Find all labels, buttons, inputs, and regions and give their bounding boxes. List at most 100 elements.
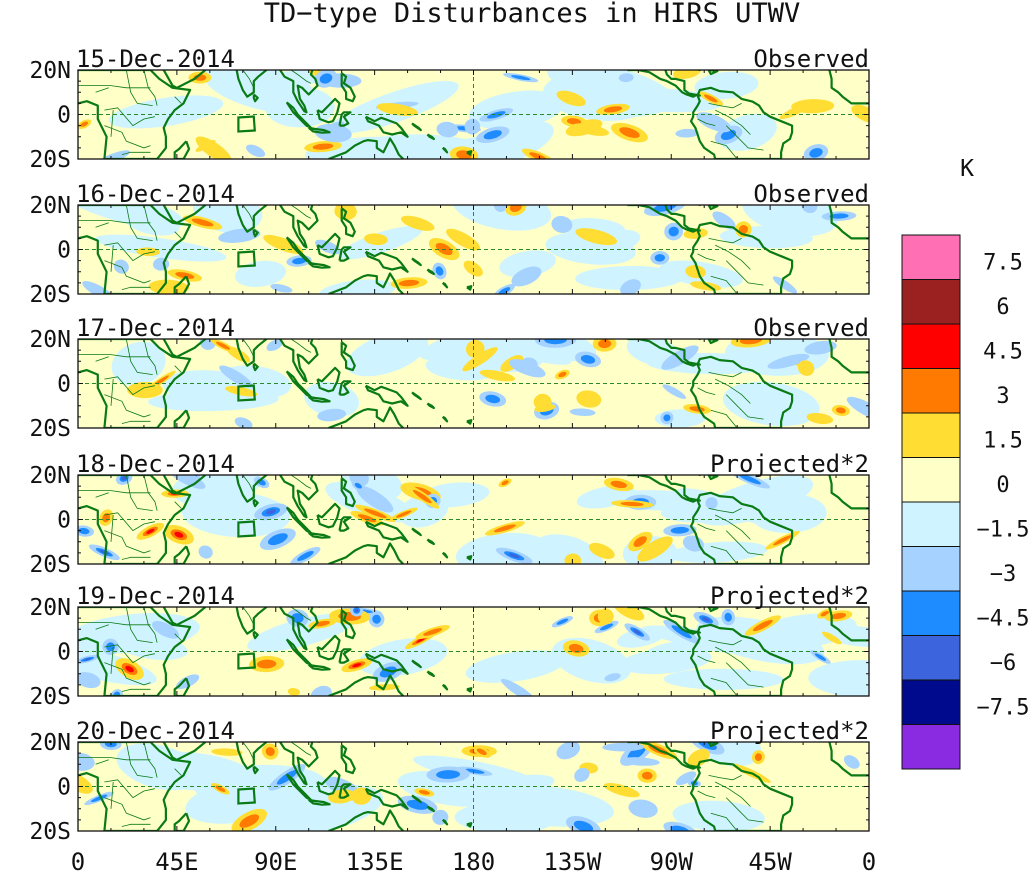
coastline [338, 111, 352, 127]
coastline [411, 122, 422, 132]
country-border [174, 501, 182, 509]
positive-anomaly [195, 140, 216, 152]
negative-anomaly-core [829, 213, 849, 219]
negative-anomaly-zone [181, 491, 291, 538]
coastline [828, 475, 869, 510]
negative-anomaly-core [372, 614, 381, 624]
coastline [78, 742, 192, 831]
country-border [715, 378, 751, 404]
country-border [110, 379, 114, 406]
region-box [237, 384, 256, 402]
coastline [411, 257, 422, 267]
region-box [237, 652, 256, 670]
negative-anomaly [78, 672, 101, 689]
coastline [828, 70, 869, 105]
anomaly-field [78, 205, 857, 294]
coastline [235, 475, 269, 503]
positive-anomaly-core [738, 225, 748, 234]
country-border [104, 260, 151, 284]
coastline [316, 769, 341, 796]
coastline [426, 402, 435, 410]
negative-anomaly [620, 757, 660, 766]
negative-anomaly [356, 485, 394, 513]
coastline [252, 498, 259, 508]
positive-anomaly-core [820, 611, 830, 617]
strong-negative-anomaly [99, 549, 109, 555]
negative-anomaly-core [738, 475, 761, 485]
coastline [340, 341, 356, 372]
positive-anomaly [576, 390, 602, 408]
strong-negative-anomaly [265, 509, 276, 515]
latitude-label: 0 [57, 775, 71, 801]
latitude-label: 0 [57, 103, 71, 129]
positive-anomaly [779, 103, 811, 119]
coastline [328, 674, 404, 696]
country-border [725, 797, 764, 823]
negative-anomaly-zone [465, 650, 566, 683]
negative-anomaly-zone [660, 499, 751, 523]
longitude-label: 0 [71, 848, 85, 873]
colorbar-swatch [901, 546, 961, 592]
negative-anomaly-zone [108, 95, 224, 129]
country-border [290, 205, 312, 219]
country-border [725, 394, 764, 420]
negative-anomaly [604, 673, 621, 682]
positive-anomaly [533, 393, 552, 411]
latitude-label: 0 [57, 238, 71, 264]
panel-label: Projected*2 [710, 717, 869, 745]
coastline [338, 516, 352, 532]
map-panel: 20N 0 20S 15-Dec-2014 Observed [29, 45, 870, 173]
negative-anomaly [569, 408, 596, 416]
country-border [290, 475, 312, 489]
coastline [364, 384, 409, 407]
coastline [279, 475, 320, 519]
units-label: K [960, 156, 974, 182]
negative-anomaly-core [291, 613, 304, 623]
country-border [174, 365, 182, 373]
latitude-label: 20N [29, 463, 71, 489]
positive-anomaly-core [610, 480, 627, 489]
coastline [328, 542, 404, 564]
negative-anomaly-core [724, 612, 732, 622]
country-border [242, 205, 255, 223]
coastline [78, 607, 192, 696]
figure-title: TD−type Disturbances in HIRS UTWV [264, 0, 800, 29]
negative-anomaly [556, 742, 581, 760]
positive-anomaly [364, 233, 388, 246]
positive-anomaly [637, 536, 673, 562]
country-border [697, 253, 716, 261]
positive-anomaly-core [413, 489, 432, 504]
coastline [162, 742, 207, 761]
positive-anomaly-core [754, 753, 762, 761]
coastline [279, 70, 320, 114]
country-border [125, 607, 153, 643]
country-border [242, 475, 255, 493]
coastline [426, 133, 435, 141]
country-border [715, 109, 751, 135]
longitude-label: 135W [543, 848, 601, 873]
coastline [364, 250, 409, 273]
positive-anomaly [462, 347, 498, 372]
coastline [252, 630, 259, 640]
negative-anomaly [675, 128, 699, 138]
coastline [411, 659, 422, 669]
coastline [252, 93, 259, 103]
negative-anomaly-zone [808, 660, 869, 696]
negative-anomaly [198, 545, 213, 559]
panel-date: 17-Dec-2014 [76, 314, 235, 342]
panel-label: Projected*2 [710, 582, 869, 610]
positive-anomaly-core [239, 814, 260, 828]
negative-anomaly [82, 281, 116, 294]
country-border [104, 107, 155, 127]
negative-anomaly [314, 123, 352, 143]
country-border [715, 514, 751, 540]
negative-anomaly-core [406, 799, 429, 810]
positive-anomaly-core [175, 272, 195, 279]
panel-date: 18-Dec-2014 [76, 450, 235, 478]
region-box [237, 520, 256, 538]
latitude-label: 20S [29, 416, 71, 442]
coastline [364, 520, 409, 543]
coastline [328, 137, 404, 159]
coastline [342, 731, 346, 738]
longitude-label: 90E [254, 848, 297, 873]
